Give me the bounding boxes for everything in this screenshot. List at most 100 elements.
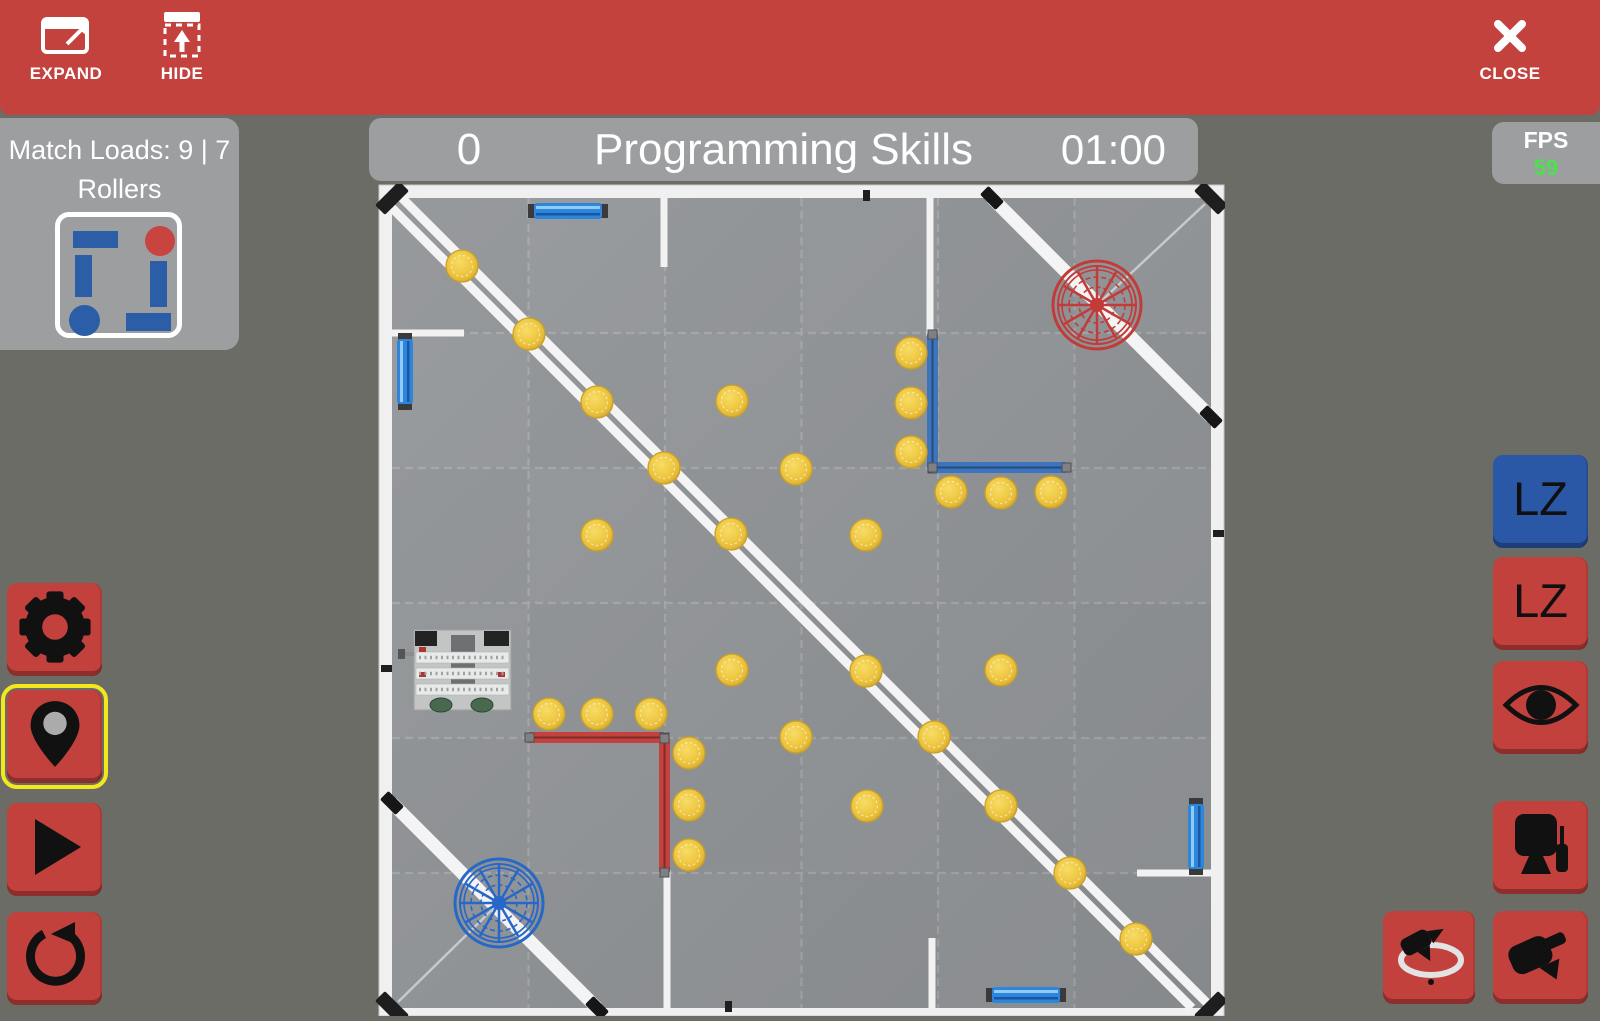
roller-top-left-indicator bbox=[73, 231, 118, 248]
bar-connector bbox=[927, 462, 938, 473]
match-loads-text: Match Loads: 9 | 7 bbox=[8, 135, 231, 165]
barrier-end-bracket bbox=[585, 996, 609, 1020]
fps-panel: FPS 59 bbox=[1492, 122, 1600, 184]
disc bbox=[850, 789, 884, 823]
disc bbox=[894, 386, 928, 420]
top-bar: EXPAND HIDE CLOSE bbox=[0, 0, 1600, 115]
disc bbox=[672, 838, 706, 872]
field-view[interactable] bbox=[375, 181, 1228, 1021]
settings-button[interactable] bbox=[7, 583, 102, 676]
wall-clip bbox=[725, 1001, 732, 1012]
visibility-button[interactable] bbox=[1493, 661, 1588, 754]
expand-button[interactable]: EXPAND bbox=[20, 10, 112, 84]
roller-bracket bbox=[1189, 798, 1203, 805]
roller bbox=[1188, 804, 1204, 869]
location-pin-icon bbox=[29, 700, 81, 773]
roller-right-indicator bbox=[150, 261, 167, 307]
lz-red-label: LZ bbox=[1513, 574, 1568, 627]
roller-bracket bbox=[398, 333, 412, 340]
low-goal-bar bbox=[931, 462, 1067, 473]
disc bbox=[894, 435, 928, 469]
roller-bracket bbox=[986, 988, 993, 1002]
corner-bracket bbox=[375, 181, 409, 215]
disc bbox=[715, 653, 749, 687]
wall-clip bbox=[1213, 530, 1224, 537]
disc bbox=[647, 451, 681, 485]
lz-red-button[interactable]: LZ bbox=[1493, 557, 1588, 650]
blue-high-goal bbox=[453, 857, 545, 949]
wall-clip bbox=[381, 665, 392, 672]
red-high-goal bbox=[1051, 259, 1143, 351]
disc bbox=[779, 720, 813, 754]
disc bbox=[714, 517, 748, 551]
reset-button[interactable] bbox=[7, 912, 102, 1005]
roller-bracket bbox=[1059, 988, 1066, 1002]
eye-icon bbox=[1501, 678, 1580, 737]
close-button[interactable]: CLOSE bbox=[1464, 10, 1556, 84]
bar-connector bbox=[1061, 462, 1072, 473]
disc bbox=[894, 336, 928, 370]
goal-string bbox=[1096, 203, 1206, 306]
reset-icon bbox=[21, 922, 89, 995]
roller bbox=[397, 339, 413, 404]
bar-connector bbox=[927, 329, 938, 340]
disc bbox=[580, 697, 614, 731]
low-goal-bar bbox=[927, 333, 938, 469]
field-svg bbox=[375, 181, 1228, 1021]
play-icon bbox=[25, 815, 85, 884]
roller bbox=[534, 203, 602, 219]
roller-state-diagram bbox=[55, 212, 182, 338]
monitor-icon bbox=[1509, 812, 1573, 883]
roller-bottom-right-indicator bbox=[126, 313, 171, 331]
rollers-label: Rollers bbox=[77, 174, 162, 204]
hide-button[interactable]: HIDE bbox=[136, 10, 228, 84]
disc bbox=[984, 476, 1018, 510]
fps-label: FPS bbox=[1523, 127, 1569, 153]
disc bbox=[672, 788, 706, 822]
bar-connector bbox=[659, 867, 670, 878]
fps-value: 59 bbox=[1533, 155, 1559, 180]
gear-icon bbox=[18, 590, 92, 669]
robot bbox=[398, 629, 512, 713]
disc bbox=[984, 789, 1018, 823]
roller bbox=[992, 987, 1060, 1003]
roller-bracket bbox=[528, 204, 535, 218]
match-loads-panel: Match Loads: 9 | 7 Rollers bbox=[0, 118, 239, 350]
disc bbox=[984, 653, 1018, 687]
disc bbox=[934, 475, 968, 509]
mode-title: Programming Skills bbox=[594, 125, 973, 174]
red-goal-indicator bbox=[145, 226, 175, 256]
wall-clip bbox=[863, 190, 870, 201]
bar-connector bbox=[659, 733, 670, 744]
disc bbox=[917, 720, 951, 754]
goal-string bbox=[397, 902, 500, 1003]
lz-blue-label: LZ bbox=[1513, 472, 1568, 525]
play-button[interactable] bbox=[7, 803, 102, 896]
disc bbox=[580, 518, 614, 552]
lz-blue-button[interactable]: LZ bbox=[1493, 455, 1588, 548]
roller-bracket bbox=[601, 204, 608, 218]
disc bbox=[445, 249, 479, 283]
disc bbox=[532, 697, 566, 731]
roller-bracket bbox=[398, 403, 412, 410]
field-display-button[interactable] bbox=[1493, 801, 1588, 894]
corner-bracket bbox=[1194, 181, 1228, 215]
close-label: CLOSE bbox=[1479, 64, 1541, 83]
disc bbox=[849, 518, 883, 552]
disc bbox=[849, 654, 883, 688]
match-timer: 01:00 bbox=[1060, 126, 1166, 173]
disc bbox=[1053, 856, 1087, 890]
bar-connector bbox=[524, 732, 535, 743]
waypoint-button[interactable] bbox=[1, 684, 108, 789]
video-camera-icon bbox=[1504, 919, 1578, 996]
barrier-end-bracket bbox=[1199, 405, 1223, 429]
orbit-camera-button[interactable] bbox=[1383, 911, 1475, 1004]
disc bbox=[1034, 475, 1068, 509]
hide-label: HIDE bbox=[160, 64, 204, 83]
disc bbox=[715, 384, 749, 418]
close-icon bbox=[1464, 10, 1556, 60]
disc bbox=[580, 385, 614, 419]
camera-view-button[interactable] bbox=[1493, 911, 1588, 1004]
score-value: 0 bbox=[456, 125, 482, 174]
